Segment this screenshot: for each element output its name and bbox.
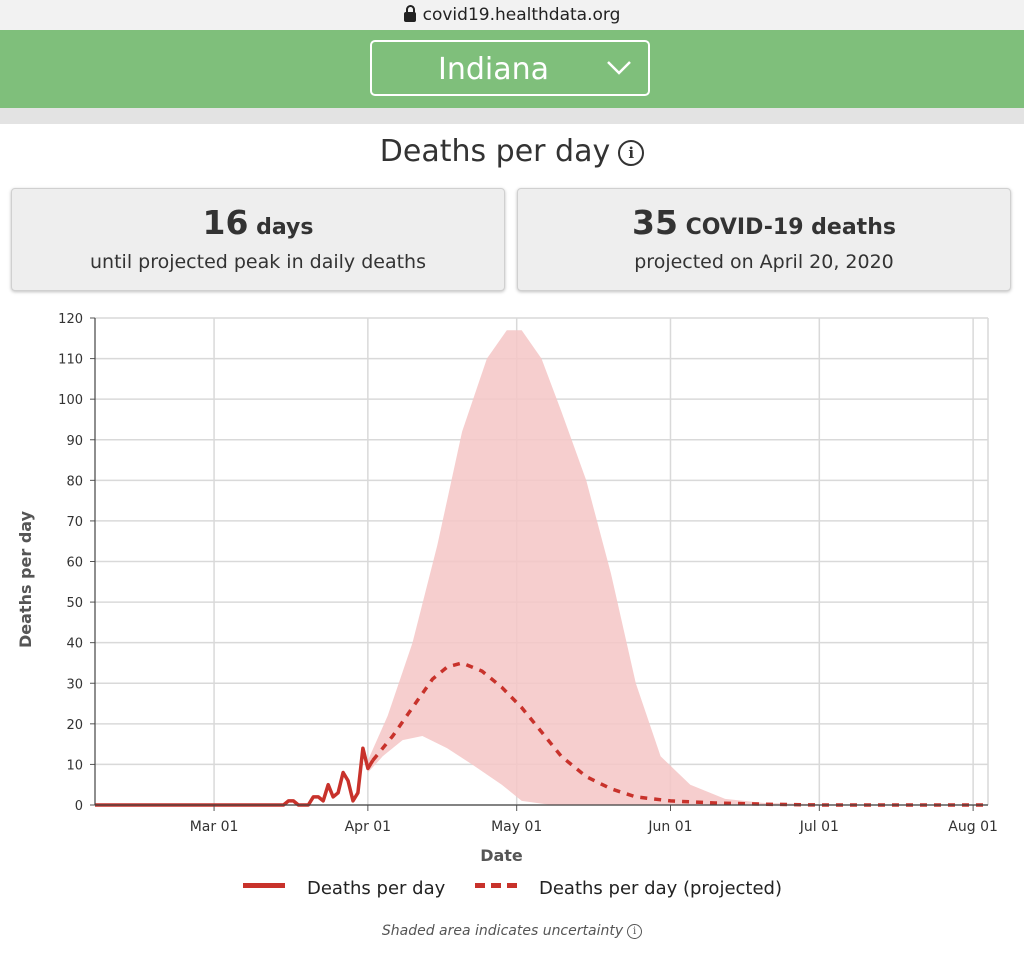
peak-days-caption: until projected peak in daily deaths — [90, 251, 426, 273]
actual-deaths-line — [95, 746, 375, 807]
y-tick-label: 80 — [66, 474, 83, 489]
y-tick-label: 90 — [66, 434, 83, 449]
uncertainty-note-text: Shaded area indicates uncertainty — [381, 923, 624, 939]
peak-deaths-card: 35 COVID-19 deaths projected on April 20… — [517, 188, 1011, 291]
uncertainty-band-layer — [367, 330, 988, 805]
lock-icon — [403, 5, 416, 22]
browser-url-bar[interactable]: covid19.healthdata.org — [0, 0, 1024, 30]
uncertainty-band — [367, 330, 988, 805]
peak-days-card: 16 days until projected peak in daily de… — [11, 188, 505, 291]
y-tick-label: 110 — [58, 353, 83, 368]
legend-projected[interactable]: Deaths per day (projected) — [475, 878, 782, 899]
legend-solid-line — [243, 883, 285, 888]
legend-dashed-line — [475, 883, 517, 888]
peak-days-unit: days — [256, 215, 314, 240]
peak-deaths-unit: COVID-19 deaths — [685, 215, 896, 240]
x-tick-label: Aug 01 — [948, 819, 998, 835]
legend-projected-label: Deaths per day (projected) — [539, 878, 782, 899]
x-tick-label: Mar 01 — [190, 819, 239, 835]
legend-actual-label: Deaths per day — [307, 878, 446, 899]
y-tick-label: 100 — [58, 393, 83, 408]
y-tick-label: 40 — [66, 637, 83, 652]
x-axis-title: Date — [480, 846, 523, 865]
section-title-text: Deaths per day — [379, 134, 611, 169]
url-text: covid19.healthdata.org — [422, 5, 621, 25]
x-tick-label: Apr 01 — [345, 819, 391, 835]
header-bar: Indiana — [0, 30, 1024, 108]
y-tick-label: 60 — [66, 556, 83, 571]
y-tick-label: 120 — [58, 312, 83, 327]
y-axis-title: Deaths per day — [16, 510, 35, 648]
peak-deaths-caption: projected on April 20, 2020 — [634, 251, 894, 273]
info-icon[interactable]: i — [618, 140, 645, 166]
y-tick-label: 20 — [66, 718, 83, 733]
section-title: Deaths per day i — [0, 134, 1024, 169]
header-divider — [0, 108, 1024, 124]
series-layer — [95, 661, 988, 807]
projected-deaths-line — [371, 661, 988, 807]
uncertainty-note: Shaded area indicates uncertainty i — [0, 923, 1024, 939]
x-tick-label: Jun 01 — [647, 819, 692, 835]
peak-deaths-number: 35 — [632, 203, 678, 242]
peak-deaths-value: 35 COVID-19 deaths — [518, 203, 1010, 242]
axes-layer: 0 10 20 30 40 50 60 70 80 90 100 110 120 Mar 01 Apr 01… — [16, 312, 998, 865]
deaths-chart: 0 10 20 30 40 50 60 70 80 90 100 110 120 Mar 01 Apr 01… — [16, 312, 998, 865]
y-tick-label: 10 — [66, 758, 83, 773]
legend-actual[interactable]: Deaths per day — [243, 878, 445, 899]
info-icon[interactable]: i — [627, 924, 643, 939]
y-tick-label: 50 — [66, 596, 83, 611]
x-tick-label: Jul 01 — [799, 819, 839, 835]
y-tick-label: 0 — [75, 799, 83, 814]
peak-days-value: 16 days — [12, 203, 504, 242]
location-select[interactable]: Indiana — [370, 40, 650, 96]
x-tick-label: May 01 — [491, 819, 542, 835]
chevron-down-icon — [607, 61, 631, 75]
location-select-value: Indiana — [438, 52, 550, 87]
y-tick-label: 30 — [66, 677, 83, 692]
y-tick-label: 70 — [66, 515, 83, 530]
peak-days-number: 16 — [202, 203, 249, 242]
